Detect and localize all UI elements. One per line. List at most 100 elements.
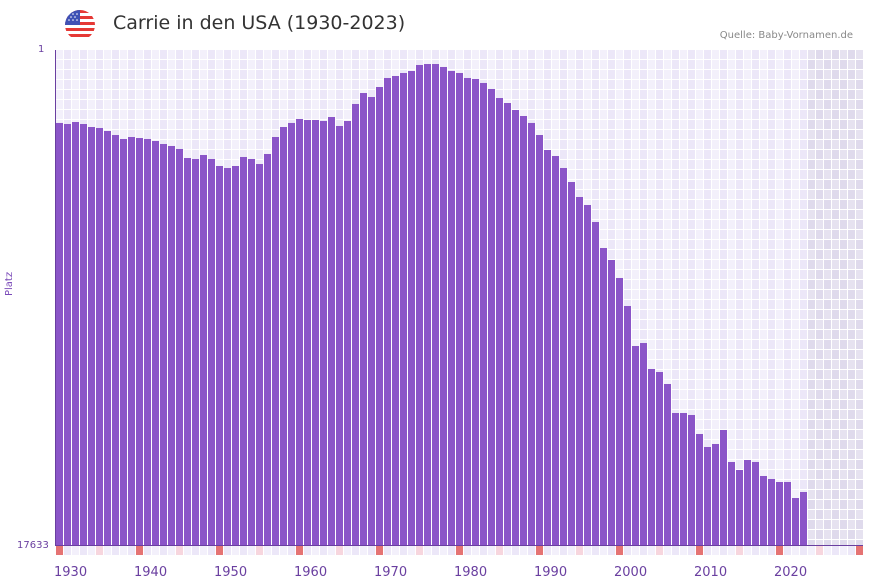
grid-cell bbox=[760, 250, 767, 259]
grid-cell bbox=[584, 70, 591, 79]
grid-cell bbox=[816, 440, 823, 449]
grid-cell bbox=[608, 160, 615, 169]
grid-cell bbox=[736, 220, 743, 229]
grid-cell bbox=[264, 140, 271, 149]
grid-cell bbox=[664, 50, 671, 59]
grid-cell bbox=[848, 310, 855, 319]
grid-cell bbox=[776, 360, 783, 369]
grid-cell bbox=[752, 380, 759, 389]
grid-cell bbox=[608, 210, 615, 219]
grid-cell bbox=[544, 120, 551, 129]
grid-cell bbox=[792, 150, 799, 159]
grid-cell bbox=[736, 180, 743, 189]
grid-cell bbox=[576, 130, 583, 139]
grid-cell bbox=[280, 50, 287, 59]
grid-cell bbox=[848, 290, 855, 299]
grid-cell bbox=[776, 440, 783, 449]
grid-cell bbox=[144, 130, 151, 139]
grid-cell bbox=[760, 200, 767, 209]
grid-cell bbox=[728, 80, 735, 89]
grid-cell bbox=[720, 400, 727, 409]
grid-cell bbox=[648, 160, 655, 169]
grid-cell bbox=[272, 60, 279, 69]
grid-cell bbox=[792, 410, 799, 419]
grid-cell bbox=[104, 100, 111, 109]
grid-cell bbox=[656, 260, 663, 269]
grid-cell bbox=[200, 90, 207, 99]
grid-cell bbox=[616, 60, 623, 69]
grid-cell bbox=[248, 110, 255, 119]
grid-cell bbox=[768, 250, 775, 259]
grid-cell bbox=[792, 80, 799, 89]
grid-cell bbox=[496, 90, 503, 99]
grid-cell bbox=[816, 520, 823, 529]
grid-cell bbox=[576, 100, 583, 109]
grid-cell bbox=[88, 70, 95, 79]
grid-cell bbox=[720, 410, 727, 419]
grid-cell bbox=[672, 400, 679, 409]
grid-cell bbox=[704, 380, 711, 389]
grid-cell bbox=[712, 410, 719, 419]
grid-cell bbox=[712, 190, 719, 199]
grid-cell bbox=[816, 110, 823, 119]
grid-cell bbox=[688, 360, 695, 369]
grid-cell bbox=[720, 340, 727, 349]
grid-cell bbox=[272, 130, 279, 139]
grid-cell bbox=[544, 80, 551, 89]
grid-cell bbox=[248, 80, 255, 89]
grid-cell bbox=[176, 70, 183, 79]
grid-cell bbox=[640, 300, 647, 309]
grid-cell bbox=[816, 100, 823, 109]
grid-cell bbox=[728, 420, 735, 429]
grid-cell bbox=[568, 60, 575, 69]
grid-cell bbox=[696, 310, 703, 319]
grid-cell bbox=[776, 250, 783, 259]
grid-cell bbox=[392, 60, 399, 69]
grid-cell bbox=[296, 110, 303, 119]
grid-cell bbox=[240, 90, 247, 99]
grid-cell bbox=[616, 120, 623, 129]
grid-cell bbox=[808, 230, 815, 239]
grid-cell bbox=[680, 90, 687, 99]
grid-cell bbox=[768, 420, 775, 429]
grid-cell bbox=[808, 250, 815, 259]
grid-cell bbox=[272, 100, 279, 109]
grid-cell bbox=[696, 210, 703, 219]
grid-cell bbox=[720, 60, 727, 69]
grid-cell bbox=[720, 230, 727, 239]
grid-cell bbox=[744, 450, 751, 459]
grid-cell bbox=[800, 440, 807, 449]
grid-cell bbox=[808, 320, 815, 329]
grid-cell bbox=[736, 150, 743, 159]
grid-cell bbox=[288, 90, 295, 99]
grid-cell bbox=[592, 180, 599, 189]
grid-cell bbox=[768, 310, 775, 319]
grid-cell bbox=[576, 120, 583, 129]
grid-cell bbox=[736, 110, 743, 119]
grid-cell bbox=[456, 50, 463, 59]
grid-cell bbox=[680, 160, 687, 169]
grid-cell bbox=[712, 360, 719, 369]
grid-cell bbox=[712, 140, 719, 149]
grid-cell bbox=[256, 70, 263, 79]
grid-cell bbox=[752, 90, 759, 99]
grid-cell bbox=[168, 130, 175, 139]
grid-cell bbox=[152, 120, 159, 129]
grid-cell bbox=[240, 60, 247, 69]
grid-cell bbox=[768, 410, 775, 419]
grid-cell bbox=[776, 260, 783, 269]
grid-cell bbox=[696, 420, 703, 429]
grid-cell bbox=[744, 300, 751, 309]
grid-cell bbox=[776, 390, 783, 399]
grid-cell bbox=[112, 110, 119, 119]
grid-cell bbox=[728, 180, 735, 189]
grid-cell bbox=[592, 60, 599, 69]
grid-cell bbox=[272, 90, 279, 99]
grid-cell bbox=[616, 190, 623, 199]
grid-cell bbox=[696, 220, 703, 229]
grid-cell bbox=[848, 450, 855, 459]
grid-cell bbox=[216, 130, 223, 139]
grid-cell bbox=[816, 160, 823, 169]
grid-cell bbox=[504, 90, 511, 99]
grid-cell bbox=[800, 370, 807, 379]
